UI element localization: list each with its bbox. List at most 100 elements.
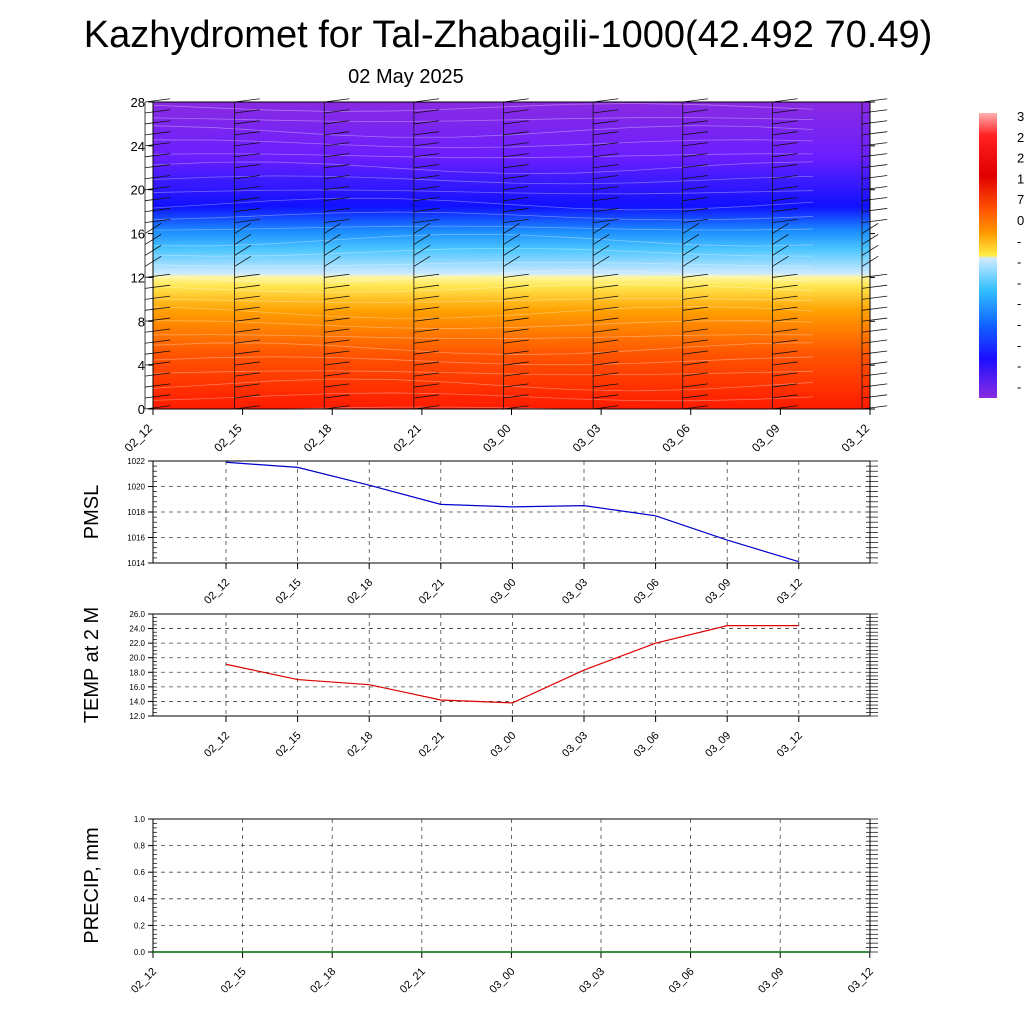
wind-barb	[682, 244, 700, 256]
wind-barb	[682, 208, 708, 213]
wind-barb	[593, 142, 619, 147]
wind-barb	[861, 339, 888, 344]
y-tick-label: 22.0	[129, 639, 145, 648]
wind-barb	[144, 175, 171, 180]
wind-barb	[413, 164, 440, 169]
y-tick-label: 1020	[127, 483, 145, 492]
colorbar-label: -	[1017, 255, 1021, 270]
wind-barb	[144, 142, 171, 147]
wind-barb	[324, 394, 350, 399]
contour-line	[152, 125, 814, 138]
wind-barb	[861, 361, 888, 366]
wind-barb	[772, 244, 789, 256]
x-tick-label: 02_18	[345, 577, 375, 607]
wind-barb	[144, 109, 171, 114]
contour-line	[152, 153, 814, 159]
wind-barb	[413, 361, 440, 366]
wind-barb	[503, 317, 529, 322]
wind-barb	[772, 383, 798, 388]
wind-barb	[861, 394, 888, 399]
contour-line	[152, 306, 814, 319]
wind-barb	[593, 405, 619, 410]
y-tick-label: 12	[131, 270, 145, 285]
contour-line	[152, 392, 814, 402]
wind-barb	[234, 350, 260, 355]
wind-barb	[413, 383, 440, 388]
wind-barb	[144, 295, 171, 300]
y-tick-label: 16.0	[129, 683, 145, 692]
wind-barb	[682, 109, 708, 114]
wind-barb	[772, 361, 798, 366]
x-tick-label: 03_09	[703, 730, 733, 760]
x-tick-label: 03_09	[749, 421, 783, 455]
wind-barb	[234, 317, 260, 322]
colorbar-label: 7	[1017, 192, 1024, 207]
wind-barb	[324, 175, 350, 180]
wind-barb	[413, 328, 440, 333]
wind-barb	[593, 208, 619, 213]
wind-barb	[593, 372, 619, 377]
wind-barb	[503, 306, 529, 311]
x-tick-label: 02_12	[122, 421, 156, 455]
x-tick-label: 03_12	[775, 730, 805, 760]
contour-line	[152, 320, 814, 329]
wind-barb	[861, 383, 888, 388]
wind-barb	[234, 295, 260, 300]
wind-barb	[772, 98, 798, 103]
wind-barb	[593, 350, 619, 355]
wind-barb	[413, 394, 440, 399]
wind-barb	[861, 120, 888, 125]
wind-barb	[234, 109, 260, 114]
x-tick-label: 03_06	[659, 421, 693, 455]
contour-line	[152, 189, 814, 195]
wind-barb	[592, 244, 610, 256]
x-tick-label: 03_03	[560, 577, 590, 607]
wind-barb	[324, 234, 341, 245]
y-tick-label: 20.0	[129, 654, 145, 663]
wind-barb	[144, 405, 171, 410]
wind-barb	[324, 186, 350, 191]
wind-barb	[593, 197, 619, 202]
wind-barb	[324, 244, 341, 256]
wind-barb	[144, 394, 171, 399]
wind-barb	[593, 131, 619, 136]
wind-barb	[682, 317, 708, 322]
wind-barb	[234, 218, 260, 224]
x-tick-label: 02_21	[398, 966, 428, 996]
y-tick-label: 0.4	[134, 895, 146, 904]
wind-barb	[503, 98, 529, 103]
wind-barb	[861, 186, 888, 191]
wind-barb	[503, 186, 529, 191]
y-tick-label: 8	[138, 314, 145, 329]
colorbar-label: -	[1017, 359, 1021, 374]
colorbar-label: -	[1017, 296, 1021, 311]
x-tick-label: 02_15	[274, 577, 304, 607]
colorbar-label: -	[1017, 317, 1021, 332]
x-tick-label: 03_12	[839, 421, 873, 455]
wind-barb	[772, 153, 798, 158]
wind-barb	[413, 131, 440, 136]
wind-barb	[682, 153, 708, 158]
wind-barb	[772, 208, 798, 213]
wind-barb	[324, 306, 350, 311]
wind-barb	[682, 197, 708, 202]
wind-barb	[593, 339, 619, 344]
wind-barb	[234, 339, 260, 344]
x-tick-label: 03_09	[703, 577, 733, 607]
wind-barb	[234, 197, 260, 202]
wind-barb	[413, 244, 431, 256]
x-tick-label: 03_06	[632, 730, 662, 760]
wind-barb	[861, 142, 888, 147]
x-tick-label: 02_18	[301, 421, 335, 455]
wind-barb	[503, 255, 520, 267]
wind-barb	[413, 120, 440, 125]
x-tick-label: 03_03	[570, 421, 604, 455]
wind-barb	[772, 234, 789, 245]
wind-barb	[593, 109, 619, 114]
wind-barb	[772, 120, 798, 125]
x-tick-label: 03_00	[487, 966, 517, 996]
wind-barb	[413, 306, 440, 311]
x-tick-label: 03_00	[488, 730, 518, 760]
contour-line	[152, 406, 814, 412]
colorbar-label: 2	[1017, 151, 1024, 166]
